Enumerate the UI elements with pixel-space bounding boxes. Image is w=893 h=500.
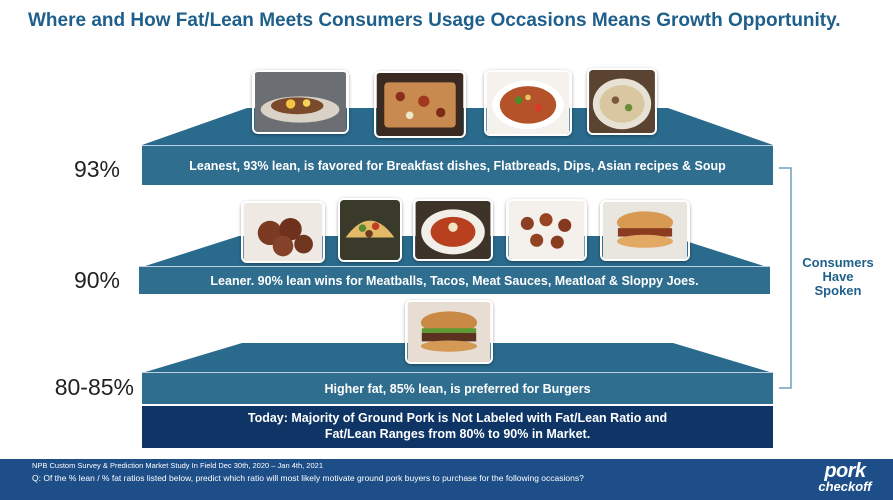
spoken-line1: Consumers	[802, 255, 874, 270]
soup-photo	[587, 68, 657, 135]
tier1-label: Leanest, 93% lean, is favored for Breakf…	[189, 158, 726, 173]
today-banner: Today: Majority of Ground Pork is Not La…	[142, 406, 773, 448]
logo-line2: checkoff	[818, 479, 872, 494]
meat-sauce-photo	[413, 199, 493, 261]
sloppy-joe-photo	[600, 200, 690, 261]
today-line2: Fat/Lean Ranges from 80% to 90% in Marke…	[324, 427, 591, 441]
page-title: Where and How Fat/Lean Meets Consumers U…	[28, 10, 841, 31]
tier3-percent: 80-85%	[54, 374, 134, 400]
breakfast-dish-photo	[252, 70, 349, 134]
meatballs-photo	[241, 201, 325, 263]
meatloaf-bites-photo	[506, 199, 587, 261]
tier1-band: Leanest, 93% lean, is favored for Breakf…	[142, 145, 773, 185]
tier1-percent: 93%	[73, 156, 120, 182]
today-line1: Today: Majority of Ground Pork is Not La…	[247, 411, 668, 425]
consumers-have-spoken: Consumers Have Spoken	[794, 256, 882, 298]
spoken-line2: Have	[822, 269, 854, 284]
tacos-photo	[338, 198, 402, 262]
bracket-icon	[779, 167, 792, 389]
tier3-band: Higher fat, 85% lean, is preferred for B…	[142, 372, 773, 404]
tier2-percent: 90%	[73, 267, 120, 293]
tier2-band: Leaner. 90% lean wins for Meatballs, Tac…	[139, 266, 770, 294]
spoken-line3: Spoken	[814, 283, 862, 298]
footer-question: Q: Of the % lean / % fat ratios listed b…	[32, 473, 584, 483]
pork-checkoff-logo: pork checkoff	[806, 460, 884, 498]
asian-noodle-photo	[484, 70, 572, 136]
footer-source: NPB Custom Survey & Prediction Market St…	[32, 461, 323, 470]
logo-line1: pork	[824, 460, 866, 482]
flatbread-photo	[374, 71, 466, 138]
burger-photo	[405, 300, 493, 364]
tier2-label: Leaner. 90% lean wins for Meatballs, Tac…	[210, 273, 699, 288]
footer-bar	[0, 459, 893, 500]
tier3-label: Higher fat, 85% lean, is preferred for B…	[324, 381, 591, 396]
